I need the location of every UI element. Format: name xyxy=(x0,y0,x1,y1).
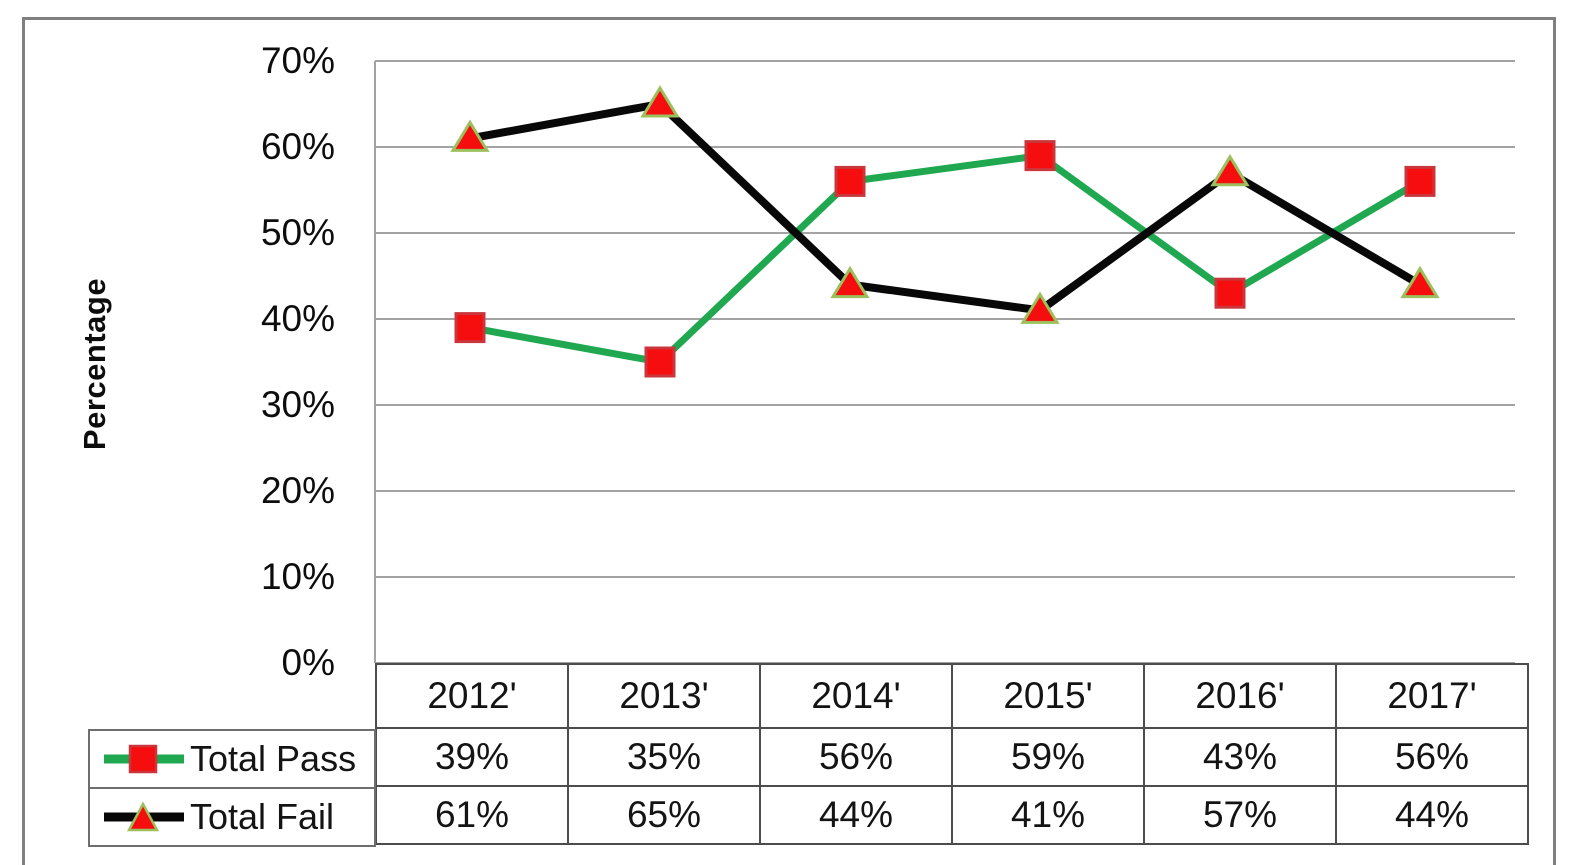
total-pass-value-2012-: 39% xyxy=(375,727,569,787)
y-axis-tick-label-30pct: 30% xyxy=(260,384,335,425)
y-axis-tick-label-70pct: 70% xyxy=(260,40,335,81)
legend-square-marker-icon xyxy=(104,744,184,774)
marker-triangle-2012- xyxy=(450,119,490,152)
marker-square-2015- xyxy=(1024,140,1056,172)
marker-triangle-2017- xyxy=(1400,265,1440,299)
y-axis-tick-label-20pct: 20% xyxy=(260,470,335,511)
legend-label-total-pass: Total Pass xyxy=(190,738,357,779)
marker-triangle-2014- xyxy=(830,265,870,299)
marker-square-2013- xyxy=(644,346,676,378)
total-pass-row: 39% 35% 56% 59% 43% 56% xyxy=(375,727,1529,787)
series-line-total-pass xyxy=(469,151,1422,366)
y-axis-tick-label-40pct: 40% xyxy=(260,298,335,339)
y-axis-tick-label-0pct: 0% xyxy=(281,642,335,683)
total-fail-value-2016-: 57% xyxy=(1143,785,1337,845)
category-cell-2012-: 2012' xyxy=(375,663,569,729)
marker-square-2017- xyxy=(1404,165,1436,197)
total-fail-value-2012-: 61% xyxy=(375,785,569,845)
marker-square-2012- xyxy=(454,312,486,344)
total-fail-value-2014-: 44% xyxy=(759,785,953,845)
legend-row-total-pass: Total Pass xyxy=(88,729,376,789)
total-fail-value-2013-: 65% xyxy=(567,785,761,845)
total-fail-value-2015-: 41% xyxy=(951,785,1145,845)
category-cell-2015-: 2015' xyxy=(951,663,1145,729)
data-table-body: 2012' 2013' 2014' 2015' 2016' 2017' 39% 35% 56% 5… xyxy=(375,663,1529,845)
legend-table-body: Total Pass Total Fail xyxy=(88,729,376,847)
total-fail-row: 61% 65% 44% 41% 57% 44% xyxy=(375,785,1529,845)
category-cell-2014-: 2014' xyxy=(759,663,953,729)
total-pass-value-2013-: 35% xyxy=(567,727,761,787)
marker-triangle-2015- xyxy=(1020,291,1060,324)
legend-label-total-fail: Total Fail xyxy=(190,796,335,837)
marker-triangle-2013- xyxy=(640,85,680,118)
category-cell-2017-: 2017' xyxy=(1335,663,1529,729)
marker-square-2016- xyxy=(1214,277,1246,309)
marker-square-2014- xyxy=(834,165,866,197)
series-line-total-fail xyxy=(469,99,1423,315)
legend-cell-total-pass: Total Pass xyxy=(88,729,376,789)
y-axis-title: Percentage xyxy=(77,277,112,451)
y-axis-tick-label-50pct: 50% xyxy=(260,212,335,253)
legend-entry-total-pass: Total Pass xyxy=(91,732,373,786)
legend-cell-total-fail: Total Fail xyxy=(88,787,376,847)
category-cell-2013-: 2013' xyxy=(567,663,761,729)
total-fail-value-2017-: 44% xyxy=(1335,785,1529,845)
total-pass-value-2016-: 43% xyxy=(1143,727,1337,787)
category-cell-2016-: 2016' xyxy=(1143,663,1337,729)
category-row: 2012' 2013' 2014' 2015' 2016' 2017' xyxy=(375,663,1529,729)
total-pass-value-2017-: 56% xyxy=(1335,727,1529,787)
legend-table: Total Pass Total Fail xyxy=(88,729,376,847)
marker-triangle-2016- xyxy=(1210,153,1250,187)
legend-triangle-marker-icon xyxy=(104,801,184,832)
total-pass-value-2015-: 59% xyxy=(951,727,1145,787)
total-pass-value-2014-: 56% xyxy=(759,727,953,787)
data-table: 2012' 2013' 2014' 2015' 2016' 2017' 39% 35% 56% 5… xyxy=(375,663,1529,845)
legend-entry-total-fail: Total Fail xyxy=(91,790,373,844)
legend-row-total-fail: Total Fail xyxy=(88,787,376,847)
y-axis-tick-label-10pct: 10% xyxy=(260,556,335,597)
y-axis-tick-label-60pct: 60% xyxy=(260,126,335,167)
